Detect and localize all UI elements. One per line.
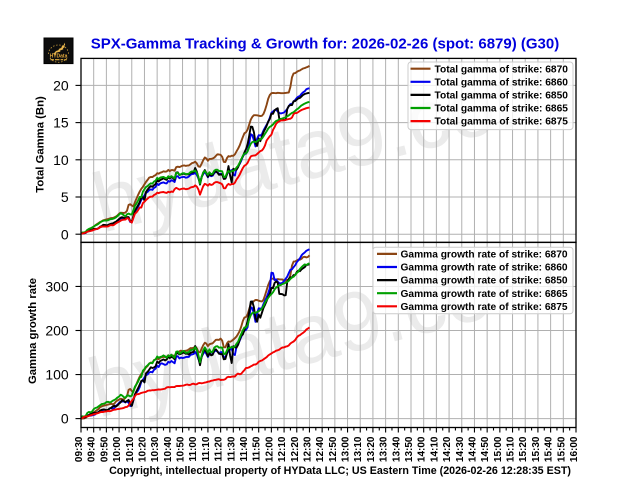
svg-text:100: 100 <box>45 367 69 383</box>
svg-text:14:50: 14:50 <box>480 436 491 462</box>
svg-text:10: 10 <box>53 152 69 168</box>
svg-text:15:10: 15:10 <box>506 436 517 462</box>
svg-text:5: 5 <box>61 189 69 205</box>
svg-text:20: 20 <box>53 78 69 94</box>
svg-text:0: 0 <box>61 226 69 242</box>
svg-text:Total gamma of strike: 6860: Total gamma of strike: 6860 <box>435 77 569 88</box>
svg-text:15:50: 15:50 <box>556 436 567 462</box>
svg-text:11:30: 11:30 <box>226 436 237 461</box>
svg-text:10:50: 10:50 <box>176 436 187 462</box>
svg-text:HYData: HYData <box>50 54 68 60</box>
svg-text:Total gamma of strike: 6875: Total gamma of strike: 6875 <box>435 117 569 128</box>
svg-text:13:40: 13:40 <box>391 436 402 462</box>
svg-text:12:40: 12:40 <box>315 436 326 462</box>
svg-text:12:30: 12:30 <box>303 436 314 462</box>
svg-text:13:10: 13:10 <box>353 436 364 462</box>
svg-text:14:10: 14:10 <box>429 436 440 462</box>
svg-text:Total gamma of strike: 6850: Total gamma of strike: 6850 <box>435 91 569 102</box>
svg-text:15:20: 15:20 <box>518 436 529 462</box>
svg-text:Gamma growth rate of strike: 6: Gamma growth rate of strike: 6865 <box>401 289 568 300</box>
svg-text:14:20: 14:20 <box>442 436 453 462</box>
svg-text:10:00: 10:00 <box>112 436 123 462</box>
svg-text:15:40: 15:40 <box>544 436 555 462</box>
svg-text:200: 200 <box>45 323 69 339</box>
svg-text:Gamma growth rate: Gamma growth rate <box>27 278 39 384</box>
svg-text:10:30: 10:30 <box>150 436 161 462</box>
svg-text:14:40: 14:40 <box>468 436 479 462</box>
svg-text:SPX-Gamma Tracking & Growth fo: SPX-Gamma Tracking & Growth for: 2026-02… <box>91 35 559 52</box>
svg-text:12:00: 12:00 <box>264 436 275 462</box>
svg-text:09:30: 09:30 <box>74 436 85 462</box>
svg-text:Total gamma of strike: 6865: Total gamma of strike: 6865 <box>435 104 569 115</box>
svg-text:09:50: 09:50 <box>99 436 110 462</box>
svg-text:11:40: 11:40 <box>239 436 250 461</box>
svg-text:10:10: 10:10 <box>125 436 136 462</box>
svg-text:Total Gamma (Bn): Total Gamma (Bn) <box>34 96 46 193</box>
svg-text:11:20: 11:20 <box>214 436 225 461</box>
svg-text:Gamma growth rate of strike: 6: Gamma growth rate of strike: 6875 <box>401 302 568 313</box>
svg-text:Total gamma of strike: 6870: Total gamma of strike: 6870 <box>435 64 569 75</box>
svg-text:11:10: 11:10 <box>201 436 212 461</box>
svg-text:14:00: 14:00 <box>417 436 428 462</box>
svg-text:11:50: 11:50 <box>252 436 263 461</box>
svg-text:16:00: 16:00 <box>569 436 580 462</box>
svg-text:13:20: 13:20 <box>366 436 377 462</box>
svg-text:12:20: 12:20 <box>290 436 301 462</box>
svg-text:15:00: 15:00 <box>493 436 504 462</box>
svg-text:300: 300 <box>45 279 69 295</box>
svg-text:Gamma growth rate of strike: 6: Gamma growth rate of strike: 6870 <box>401 250 568 261</box>
svg-text:13:30: 13:30 <box>379 436 390 462</box>
svg-text:12:50: 12:50 <box>328 436 339 462</box>
svg-text:Copyright, intellectual proper: Copyright, intellectual property of HYDa… <box>109 465 571 477</box>
svg-text:10:20: 10:20 <box>138 436 149 462</box>
svg-text:12:10: 12:10 <box>277 436 288 462</box>
svg-text:0: 0 <box>61 411 69 427</box>
svg-text:11:00: 11:00 <box>188 436 199 461</box>
svg-text:15: 15 <box>53 115 69 131</box>
svg-text:13:00: 13:00 <box>341 436 352 462</box>
svg-text:15:30: 15:30 <box>531 436 542 462</box>
svg-text:14:30: 14:30 <box>455 436 466 462</box>
svg-text:10:40: 10:40 <box>163 436 174 462</box>
svg-text:Gamma growth rate of strike: 6: Gamma growth rate of strike: 6860 <box>401 263 568 274</box>
svg-text:Gamma growth rate of strike: 6: Gamma growth rate of strike: 6850 <box>401 276 568 287</box>
svg-text:13:50: 13:50 <box>404 436 415 462</box>
svg-text:09:40: 09:40 <box>87 436 98 462</box>
